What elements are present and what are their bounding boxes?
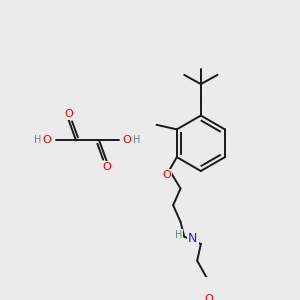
Text: O: O [102,162,111,172]
Text: H: H [34,136,41,146]
Text: O: O [42,136,51,146]
Text: O: O [205,293,214,300]
Text: O: O [64,109,73,119]
Text: H: H [175,230,182,240]
Text: N: N [188,232,197,245]
Text: H: H [134,136,141,146]
Text: O: O [162,170,171,180]
Text: O: O [122,136,131,146]
